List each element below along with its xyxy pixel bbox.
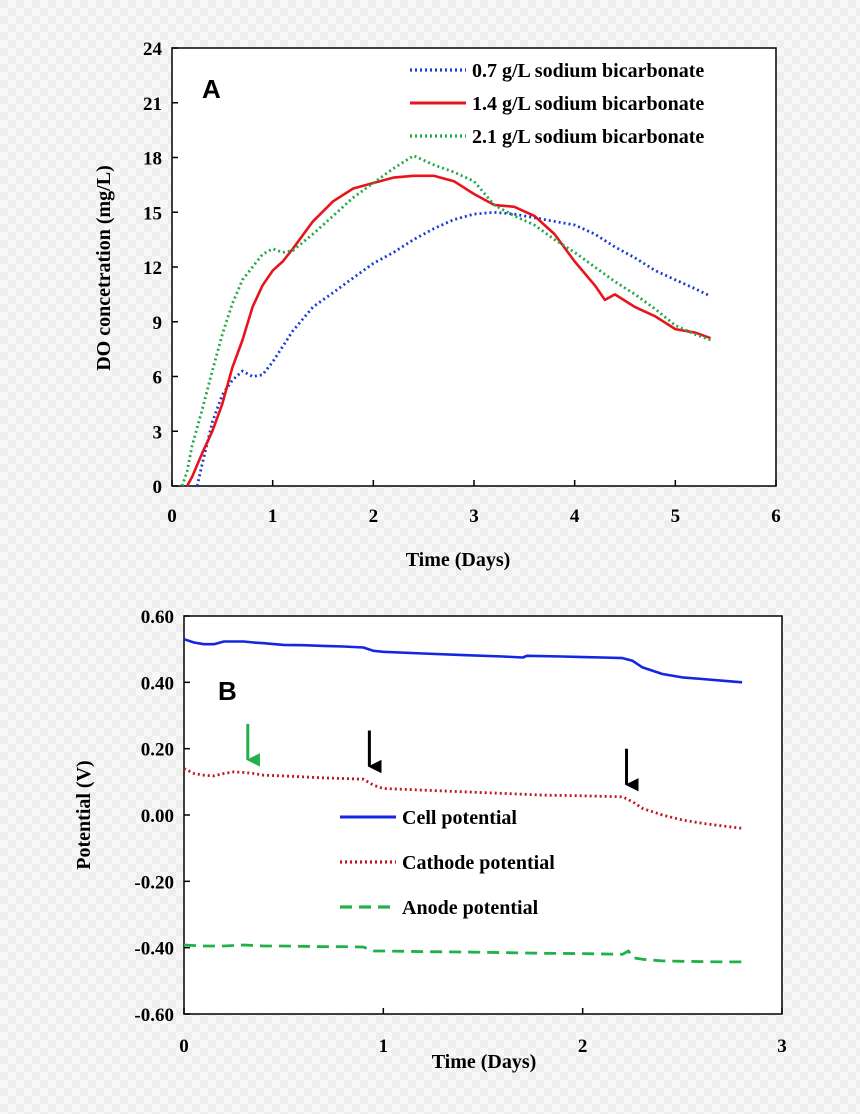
panel-b-series (183, 637, 743, 964)
y-tick-label: 9 (153, 313, 163, 334)
panel-b-label: B (218, 676, 237, 706)
y-tick-label: 0.60 (141, 607, 174, 628)
series-line-3 (180, 154, 712, 487)
x-tick-label: 6 (771, 506, 781, 527)
y-tick-label: 24 (143, 39, 163, 60)
y-tick-label: 12 (143, 258, 162, 279)
y-tick-label: 18 (143, 149, 162, 170)
series-line-1 (183, 637, 743, 684)
legend-label-1: 0.7 g/L sodium bicarbonate (472, 60, 704, 82)
series-line-2 (185, 174, 712, 487)
y-tick-label: 0.40 (141, 673, 174, 694)
legend-label-1: Cell potential (402, 807, 517, 829)
x-tick-label: 1 (379, 1036, 389, 1057)
x-tick-label: 2 (369, 506, 379, 527)
y-tick-label: 21 (143, 94, 162, 115)
x-tick-label: 3 (469, 506, 479, 527)
x-tick-label: 1 (268, 506, 278, 527)
series-line-1 (195, 210, 712, 487)
legend-label-3: Anode potential (402, 897, 539, 919)
panel-b-ylabel: Potential (V) (73, 760, 95, 869)
y-tick-label: 3 (153, 422, 163, 443)
series-line-3 (183, 943, 743, 964)
y-tick-label: 15 (143, 203, 162, 224)
y-tick-label: 0.00 (141, 806, 174, 827)
panel-b-xlabel: Time (Days) (432, 1051, 537, 1073)
x-tick-label: 4 (570, 506, 580, 527)
panel-b-axis-ticks: 0 1 2 3 0.60 0.40 0.20 0.00 -0.20 -0.40 -0.60 (134, 607, 786, 1057)
panel-b-legend: Cell potential Cathode potential Anode pot… (340, 807, 555, 919)
y-tick-label: 0.20 (141, 740, 174, 761)
y-tick-label: 6 (153, 368, 163, 389)
y-tick-label: 0 (153, 477, 163, 498)
x-tick-label: 0 (167, 506, 177, 527)
x-tick-label: 2 (578, 1036, 588, 1057)
y-tick-label: -0.20 (134, 872, 174, 893)
panel-a-label: A (202, 74, 221, 104)
x-tick-label: 0 (179, 1036, 189, 1057)
y-tick-label: -0.40 (134, 939, 174, 960)
x-tick-label: 3 (777, 1036, 787, 1057)
panel-a-ylabel: DO concetration (mg/L) (93, 165, 115, 371)
legend-label-3: 2.1 g/L sodium bicarbonate (472, 126, 704, 148)
panel-a-legend: 0.7 g/L sodium bicarbonate 1.4 g/L sodium… (410, 60, 704, 148)
panel-b-arrows (246, 723, 639, 792)
x-tick-label: 5 (671, 506, 681, 527)
legend-label-2: 1.4 g/L sodium bicarbonate (472, 93, 704, 115)
panel-b-background (183, 615, 783, 1015)
panel-a-background (171, 47, 777, 487)
panel-b-chart: 0 1 2 3 0.60 0.40 0.20 0.00 -0.20 -0.40 -0.60 B Ce… (73, 607, 787, 1073)
legend-label-2: Cathode potential (402, 852, 555, 874)
panel-a-xlabel: Time (Days) (406, 549, 511, 571)
panel-a-series (180, 154, 712, 487)
y-tick-label: -0.60 (134, 1005, 174, 1026)
